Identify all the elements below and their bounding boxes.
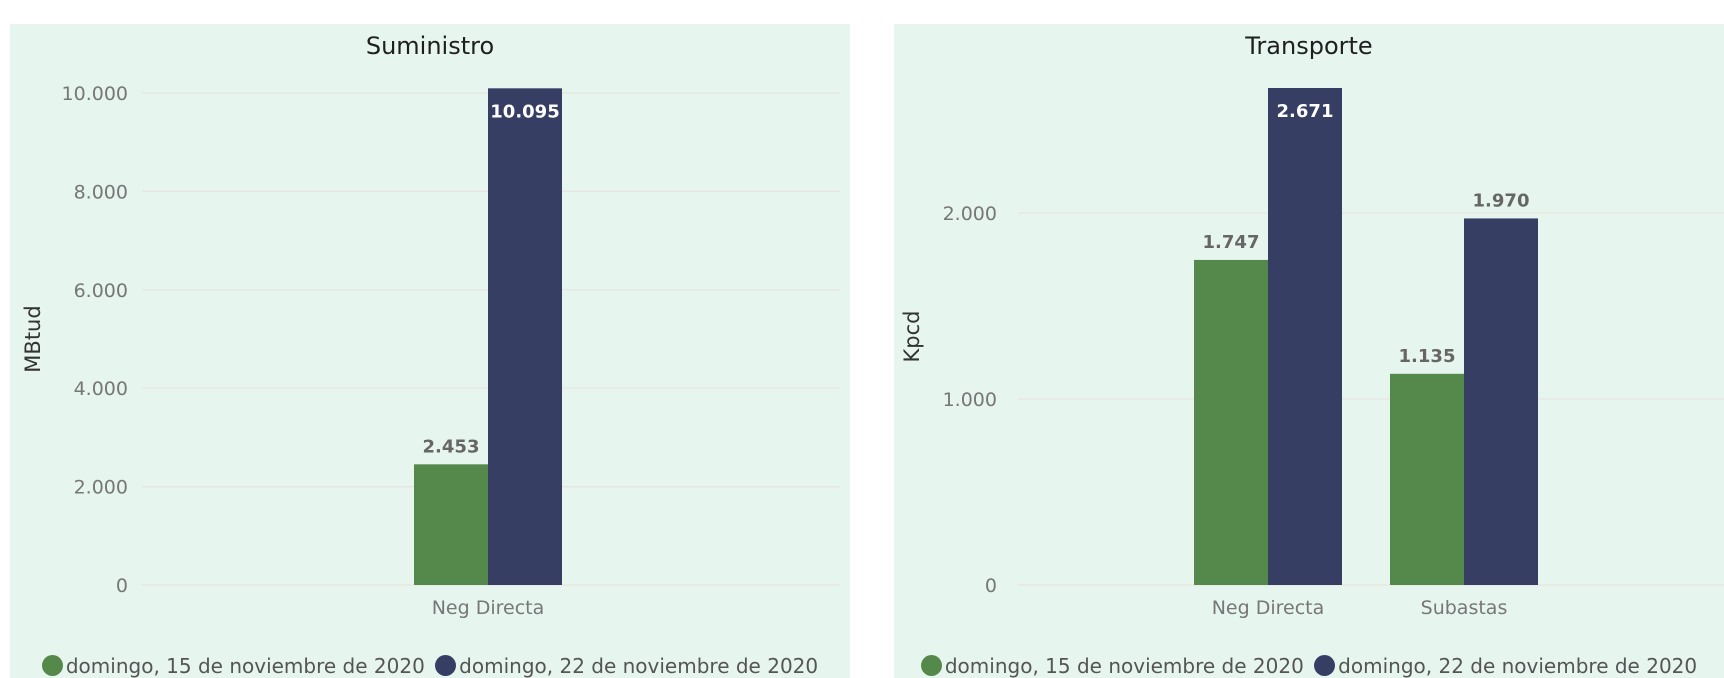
- chart-legend: domingo, 15 de noviembre de 2020 domingo…: [894, 654, 1724, 678]
- legend-item-series-2[interactable]: domingo, 22 de noviembre de 2020: [435, 654, 818, 678]
- bar: [488, 88, 562, 586]
- legend-item-series-1[interactable]: domingo, 15 de noviembre de 2020: [920, 654, 1304, 678]
- legend-item-series-2[interactable]: domingo, 22 de noviembre de 2020: [1314, 654, 1697, 678]
- transporte-chart: Kpcd 0 1.000 2.000 1.747 2.671 Neg Directa 1.13…: [900, 88, 1724, 619]
- chart-title: Suministro: [365, 32, 495, 60]
- data-label: 10.095: [490, 101, 559, 122]
- legend-dot-icon: [435, 655, 457, 676]
- data-label: 1.135: [1399, 346, 1456, 367]
- chart-legend: domingo, 15 de noviembre de 2020 domingo…: [10, 654, 850, 678]
- y-tick-label: 2.000: [943, 203, 997, 225]
- data-label: 2.671: [1277, 101, 1334, 122]
- y-tick-label: 10.000: [62, 83, 128, 105]
- bar: [1464, 218, 1538, 585]
- suministro-chart-panel: Suministro MBtud 0 2.000 4.000 6.000 8.000 10.…: [10, 24, 850, 678]
- bar: [1194, 259, 1268, 585]
- suministro-chart: MBtud 0 2.000 4.000 6.000 8.000 10.000 2.453 10.…: [21, 83, 840, 619]
- y-tick-label: 1.000: [943, 389, 997, 411]
- y-tick-label: 4.000: [74, 378, 128, 400]
- data-label: 1.747: [1203, 232, 1260, 253]
- x-tick-label: Neg Directa: [432, 597, 545, 619]
- legend-dot-icon: [920, 655, 942, 676]
- legend-label: domingo, 15 de noviembre de 2020: [65, 654, 425, 678]
- bar: [1390, 373, 1464, 585]
- legend-item-series-1[interactable]: domingo, 15 de noviembre de 2020: [41, 654, 425, 678]
- y-axis-label: Kpcd: [900, 311, 924, 363]
- data-label: 2.453: [423, 436, 480, 457]
- y-tick-label: 6.000: [74, 280, 128, 302]
- y-tick-label: 0: [985, 575, 997, 597]
- legend-dot-icon: [1314, 655, 1336, 676]
- transporte-chart-panel: Transporte Kpcd 0 1.000 2.000 1.747 2.671 Neg …: [894, 24, 1724, 678]
- bar: [1268, 88, 1342, 585]
- y-tick-label: 2.000: [74, 477, 128, 499]
- x-tick-label: Subastas: [1421, 597, 1508, 619]
- legend-label: domingo, 22 de noviembre de 2020: [1338, 654, 1698, 678]
- bar: [414, 464, 488, 585]
- legend-label: domingo, 22 de noviembre de 2020: [459, 654, 819, 678]
- legend-dot-icon: [41, 655, 63, 676]
- legend-label: domingo, 15 de noviembre de 2020: [944, 654, 1304, 678]
- y-tick-label: 8.000: [74, 181, 128, 203]
- data-label: 1.970: [1473, 190, 1530, 211]
- y-tick-label: 0: [116, 575, 128, 597]
- x-tick-label: Neg Directa: [1212, 597, 1325, 619]
- y-axis-label: MBtud: [21, 305, 45, 372]
- chart-title: Transporte: [1245, 32, 1373, 60]
